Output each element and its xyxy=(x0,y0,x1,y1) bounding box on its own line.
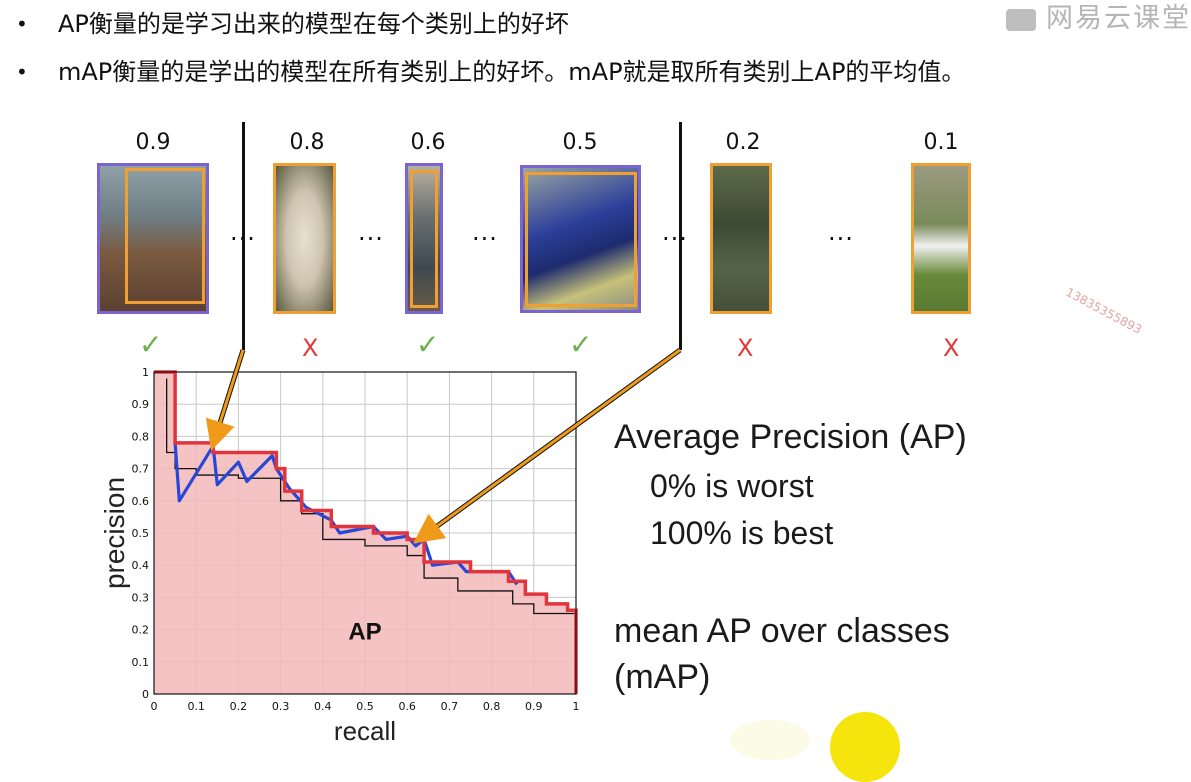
ellipsis: ... xyxy=(472,218,498,246)
watermark: 网易云课堂 xyxy=(1006,0,1191,35)
x-axis-label: recall xyxy=(334,716,396,744)
incorrect-cross-icon: X xyxy=(737,334,754,362)
x-tick-label: 0.6 xyxy=(398,700,416,713)
detection-thumbnail-person-horse xyxy=(97,163,209,314)
detection-thumbnail-person xyxy=(405,163,443,314)
detection-score: 0.1 xyxy=(923,130,959,155)
detection-thumbnail-motorcyclist xyxy=(520,165,641,313)
y-tick-label: 0.5 xyxy=(132,527,150,540)
bullet-text-map: mAP衡量的是学出的模型在所有类别上的好坏。mAP就是取所有类别上AP的平均值。 xyxy=(58,58,966,86)
y-tick-label: 0.1 xyxy=(132,656,150,669)
bullet-item: • AP衡量的是学习出来的模型在每个类别上的好坏 xyxy=(8,6,1188,54)
y-tick-label: 1 xyxy=(142,366,149,379)
ap-worst-note: 0% is worst xyxy=(650,468,814,504)
bullet-dot: • xyxy=(16,60,28,84)
y-tick-label: 0.2 xyxy=(132,624,150,637)
y-tick-label: 0.3 xyxy=(132,591,150,604)
detection-thumbnail-foliage xyxy=(710,163,772,314)
incorrect-cross-icon: X xyxy=(943,334,960,362)
bullet-dot: • xyxy=(16,12,28,36)
map-note-line1: mean AP over classes xyxy=(614,612,950,650)
x-tick-label: 1 xyxy=(573,700,580,713)
bullet-text-ap: AP衡量的是学习出来的模型在每个类别上的好坏 xyxy=(58,10,569,38)
y-tick-label: 0 xyxy=(142,688,149,701)
x-tick-label: 0.5 xyxy=(356,700,374,713)
x-tick-label: 0.9 xyxy=(525,700,543,713)
correct-check-icon: ✓ xyxy=(139,328,163,361)
threshold-arrow-right xyxy=(413,348,681,544)
ap-heading: Average Precision (AP) xyxy=(614,418,967,456)
ellipsis: ... xyxy=(358,218,384,246)
threshold-line xyxy=(679,122,682,350)
correct-check-icon: ✓ xyxy=(569,328,593,361)
threshold-arrows xyxy=(205,347,682,544)
chart-axes: 0 0.1 0.2 0.3 0.4 0.5 0.6 0.7 0.8 0.9 1 0 0.1 0.2 0.3 0… xyxy=(99,366,580,744)
ap-best-note: 100% is best xyxy=(650,515,834,551)
interpolated-precision-line xyxy=(154,370,578,694)
map-note-line2: (mAP) xyxy=(614,658,711,696)
x-tick-label: 0.4 xyxy=(314,700,332,713)
x-tick-label: 0 xyxy=(151,700,158,713)
cursor-highlight-icon xyxy=(830,712,900,782)
logo-icon xyxy=(1006,8,1036,31)
x-tick-label: 0.7 xyxy=(441,700,459,713)
detection-score: 0.2 xyxy=(725,130,761,155)
precision-recall-chart: 0 0.1 0.2 0.3 0.4 0.5 0.6 0.7 0.8 0.9 1 0 0.1 0.2 0.3 0… xyxy=(99,347,682,744)
detection-score: 0.8 xyxy=(289,130,325,155)
bullet-item: • mAP衡量的是学出的模型在所有类别上的好坏。mAP就是取所有类别上AP的平均… xyxy=(8,54,1188,102)
correct-check-icon: ✓ xyxy=(416,328,440,361)
detection-thumbnail-sheep xyxy=(273,163,336,314)
cursor-highlight xyxy=(730,720,810,760)
detection-score: 0.5 xyxy=(562,130,598,155)
watermark-text: 网易云课堂 xyxy=(1046,3,1191,34)
ellipsis: ... xyxy=(828,218,854,246)
y-tick-label: 0.9 xyxy=(132,398,150,411)
bullet-list: • AP衡量的是学习出来的模型在每个类别上的好坏 • mAP衡量的是学出的模型在… xyxy=(8,6,1188,102)
y-axis-label: precision xyxy=(99,477,130,589)
x-tick-label: 0.8 xyxy=(483,700,501,713)
x-tick-label: 0.1 xyxy=(187,700,205,713)
detection-score: 0.9 xyxy=(135,130,171,155)
y-tick-label: 0.4 xyxy=(132,559,150,572)
incorrect-cross-icon: X xyxy=(302,334,319,362)
ellipsis: ... xyxy=(662,218,688,246)
x-tick-label: 0.2 xyxy=(230,700,248,713)
threshold-arrow-left xyxy=(205,349,245,451)
x-tick-label: 0.3 xyxy=(272,700,290,713)
y-tick-label: 0.7 xyxy=(132,463,150,476)
detection-thumbnail-field xyxy=(911,163,971,314)
detection-score: 0.6 xyxy=(410,130,446,155)
ap-area-label: AP xyxy=(348,619,381,646)
threshold-line xyxy=(242,122,245,350)
plot-frame xyxy=(153,371,577,695)
y-tick-label: 0.8 xyxy=(132,430,150,443)
y-tick-label: 0.6 xyxy=(132,495,150,508)
chart-series-layer xyxy=(154,370,578,694)
